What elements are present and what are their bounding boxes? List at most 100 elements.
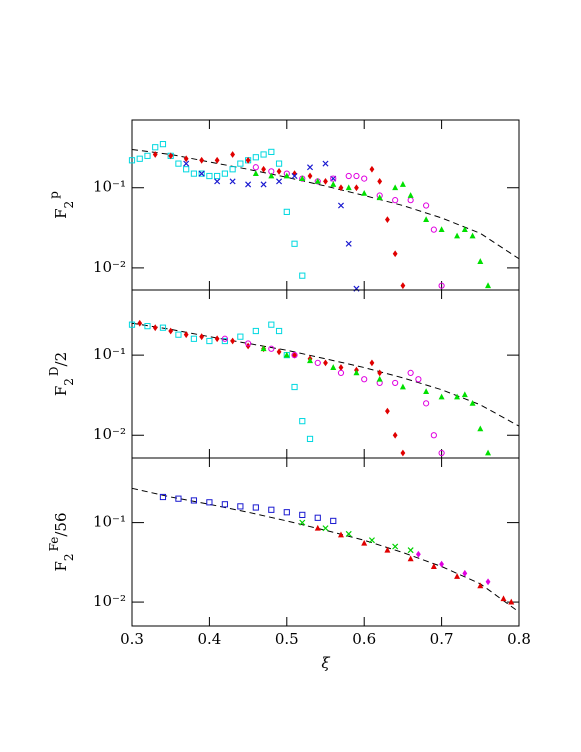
data-point bbox=[438, 393, 445, 400]
data-point bbox=[384, 546, 391, 553]
data-point bbox=[229, 166, 236, 173]
data-point bbox=[377, 177, 383, 185]
data-point bbox=[314, 177, 321, 184]
plot-frame bbox=[131, 119, 520, 291]
data-point bbox=[508, 598, 515, 605]
data-point bbox=[183, 166, 190, 173]
data-point bbox=[345, 530, 352, 537]
data-point bbox=[361, 539, 368, 546]
data-point bbox=[183, 155, 189, 163]
data-point bbox=[299, 175, 306, 182]
data-point bbox=[128, 321, 136, 328]
data-point bbox=[407, 192, 414, 198]
data-point bbox=[159, 324, 167, 331]
data-point bbox=[392, 379, 399, 387]
data-point bbox=[439, 560, 444, 568]
data-point bbox=[345, 184, 352, 191]
data-point bbox=[353, 172, 360, 180]
x-tick-label: 0.7 bbox=[430, 630, 454, 648]
plot-frame bbox=[131, 289, 520, 459]
data-point bbox=[345, 240, 352, 247]
data-point bbox=[392, 543, 399, 550]
y-label-sup: p bbox=[47, 191, 61, 199]
data-point bbox=[377, 369, 383, 377]
data-point bbox=[183, 331, 189, 339]
data-point bbox=[469, 399, 476, 406]
data-point bbox=[337, 369, 345, 377]
data-point bbox=[323, 177, 328, 185]
data-point bbox=[306, 164, 314, 171]
fit-curve bbox=[131, 149, 520, 260]
data-point bbox=[152, 151, 158, 158]
data-point bbox=[261, 165, 266, 173]
data-point bbox=[276, 348, 282, 356]
data-point bbox=[152, 144, 159, 151]
data-point bbox=[206, 172, 213, 180]
x-tick-label: 0.8 bbox=[507, 630, 531, 648]
data-point bbox=[306, 435, 314, 443]
x-tick-label: 0.4 bbox=[197, 630, 221, 648]
data-point bbox=[461, 226, 468, 233]
data-point bbox=[198, 170, 205, 177]
data-point bbox=[423, 400, 430, 407]
data-point bbox=[392, 197, 399, 204]
data-point bbox=[299, 519, 306, 526]
y-label-suffix: /56 bbox=[52, 513, 70, 537]
data-point bbox=[291, 240, 298, 247]
data-point bbox=[136, 155, 143, 162]
y-tick-label: 10⁻² bbox=[93, 425, 126, 443]
x-tick-label: 0.6 bbox=[352, 630, 376, 648]
data-point bbox=[214, 156, 220, 164]
data-point bbox=[268, 321, 275, 328]
data-point bbox=[392, 431, 398, 439]
data-point bbox=[291, 173, 298, 180]
data-point bbox=[361, 175, 368, 182]
data-point bbox=[144, 152, 151, 159]
data-point bbox=[454, 573, 461, 579]
data-point bbox=[361, 189, 368, 196]
data-point bbox=[361, 376, 368, 383]
y-label-base: F bbox=[52, 208, 70, 218]
data-point bbox=[214, 178, 221, 185]
data-point bbox=[230, 151, 236, 158]
data-point bbox=[237, 333, 244, 340]
data-point bbox=[314, 514, 321, 521]
data-point bbox=[291, 352, 298, 359]
data-point bbox=[345, 172, 352, 180]
data-point bbox=[152, 324, 158, 332]
x-tick-label: 0.5 bbox=[275, 630, 299, 648]
data-point bbox=[392, 184, 399, 191]
data-point bbox=[322, 525, 329, 532]
data-point bbox=[245, 156, 251, 164]
data-point bbox=[199, 156, 205, 164]
y-label-sub: 2 bbox=[62, 553, 76, 561]
data-point bbox=[337, 531, 344, 538]
plot-frame bbox=[131, 457, 520, 627]
data-point bbox=[477, 258, 484, 264]
y-tick-label: 10⁻² bbox=[93, 592, 126, 610]
y-axis-label: F2p bbox=[47, 191, 76, 219]
data-point bbox=[307, 357, 314, 364]
data-point bbox=[275, 160, 283, 167]
data-point bbox=[430, 226, 437, 233]
data-point bbox=[353, 369, 360, 376]
data-point bbox=[500, 595, 507, 602]
data-point bbox=[214, 172, 221, 180]
data-point bbox=[423, 216, 430, 223]
data-point bbox=[469, 232, 476, 239]
y-axis-label: F2Fe/56 bbox=[47, 513, 76, 572]
y-tick-label: 10⁻¹ bbox=[93, 345, 126, 363]
data-point bbox=[159, 493, 167, 501]
data-point bbox=[252, 170, 259, 177]
data-point bbox=[252, 154, 259, 161]
y-label-base: F bbox=[52, 561, 70, 571]
data-point bbox=[229, 178, 236, 185]
data-point bbox=[221, 501, 228, 508]
data-point bbox=[461, 391, 468, 398]
data-point bbox=[323, 359, 328, 367]
data-point bbox=[199, 333, 205, 341]
data-point bbox=[438, 226, 445, 233]
data-point bbox=[330, 181, 337, 187]
data-point bbox=[206, 337, 213, 345]
